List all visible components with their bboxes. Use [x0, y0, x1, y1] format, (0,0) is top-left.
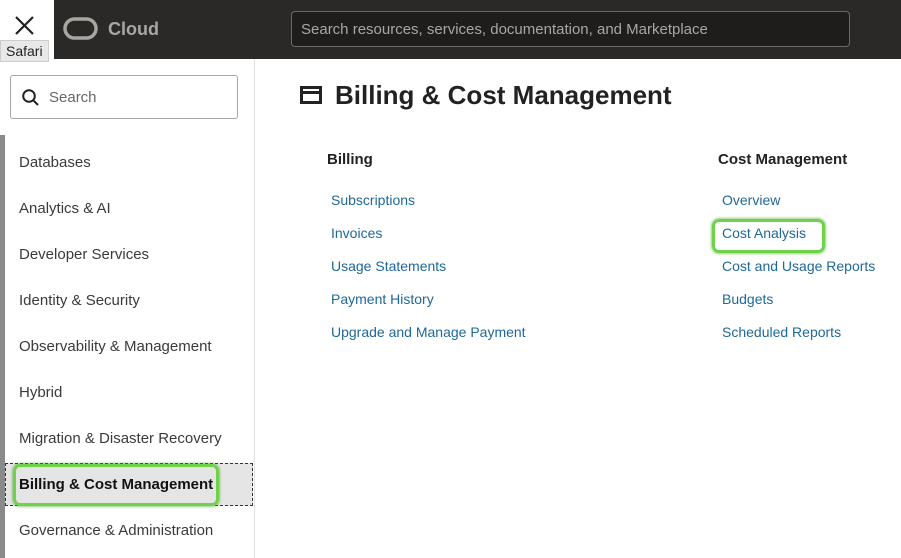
nav-link[interactable]: Upgrade and Manage Payment: [331, 324, 526, 340]
brand: Cloud: [108, 19, 159, 39]
nav-link[interactable]: Invoices: [331, 225, 383, 241]
sidebar: Search Databases Analytics & AI Developer …: [0, 59, 255, 558]
scrollbar: [0, 135, 5, 558]
menu-item[interactable]: Databases: [19, 154, 91, 171]
nav-link[interactable]: Scheduled Reports: [722, 324, 842, 340]
menu-item[interactable]: Governance & Administration: [19, 522, 214, 539]
column-heading: Cost Management: [718, 151, 848, 168]
nav-link[interactable]: Overview: [722, 192, 781, 208]
menu-item[interactable]: Hybrid: [19, 384, 63, 401]
nav-link[interactable]: Budgets: [722, 291, 774, 307]
menu-item[interactable]: Migration & Disaster Recovery: [19, 430, 222, 447]
nav-link[interactable]: Cost Analysis: [722, 225, 807, 241]
logo: [63, 17, 98, 40]
search-placeholder: Search: [49, 89, 97, 106]
highlight: [712, 219, 825, 253]
tooltip: Safari: [0, 40, 49, 62]
menu-item[interactable]: Identity & Security: [19, 292, 140, 309]
menu-item[interactable]: Developer Services: [19, 246, 150, 263]
nav-link[interactable]: Usage Statements: [331, 258, 447, 274]
search-placeholder: Search resources, services, documentatio…: [301, 21, 708, 38]
menu-item[interactable]: Billing & Cost Management: [19, 476, 214, 493]
menu-item[interactable]: Observability & Management: [19, 338, 212, 355]
sidebar-search[interactable]: Search: [10, 75, 238, 119]
selected-item-bg: [5, 463, 253, 506]
close-icon: [15, 16, 34, 35]
menu-item[interactable]: Analytics & AI: [19, 200, 111, 217]
nav-link[interactable]: Subscriptions: [331, 192, 416, 208]
nav-link[interactable]: Cost and Usage Reports: [722, 258, 876, 274]
page-title: Billing & Cost Management: [335, 80, 672, 110]
billing-icon: [300, 86, 322, 104]
highlight: [13, 464, 219, 506]
nav-link[interactable]: Payment History: [331, 291, 434, 307]
column-heading: Billing: [327, 151, 373, 168]
global-search[interactable]: Search resources, services, documentatio…: [291, 11, 850, 47]
search-icon: [22, 89, 39, 106]
